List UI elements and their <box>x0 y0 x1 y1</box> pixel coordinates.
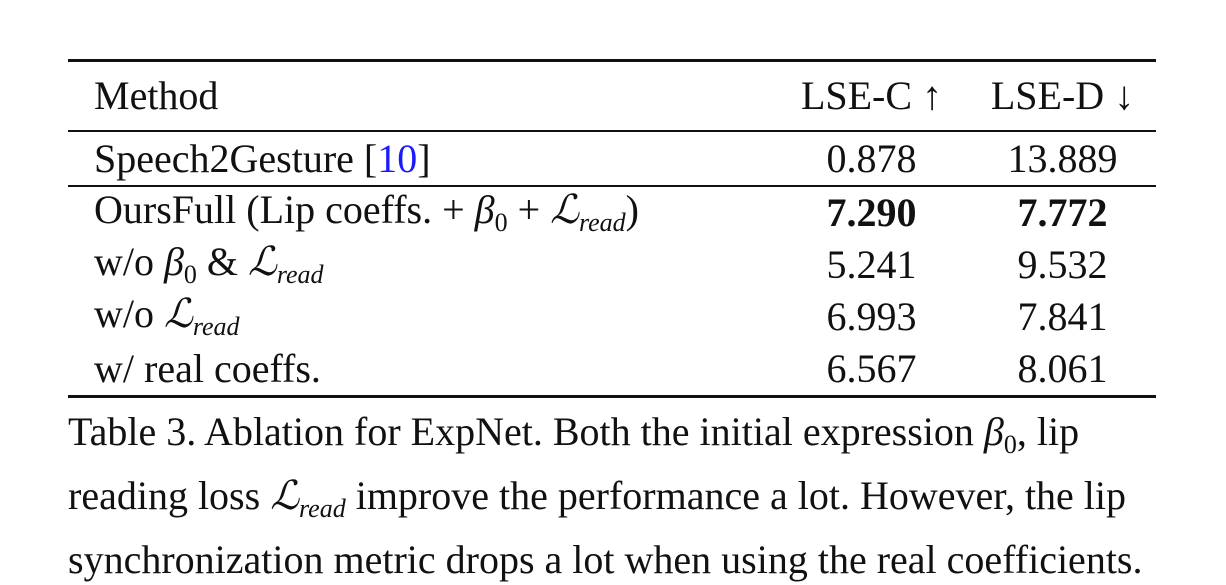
lse-d-value: 7.772 <box>1017 190 1108 235</box>
lse-c-value: 6.993 <box>826 294 917 339</box>
table-row: w/o ℒread 6.993 7.841 <box>68 291 1156 343</box>
caption-text: improve the performance a lot. However, … <box>345 473 1127 518</box>
bottom-rule <box>68 395 1156 398</box>
beta-symbol: β <box>164 239 184 284</box>
citation-close: ] <box>417 135 431 181</box>
citation-link[interactable]: 10 <box>377 135 418 181</box>
beta-subscript: 0 <box>183 260 197 289</box>
lse-d-value: 9.532 <box>1017 242 1108 287</box>
method-cell: w/ real coeffs. <box>68 349 774 389</box>
caption-line-3: synchronization metric drops a lot when … <box>68 537 1143 582</box>
citation-open: [ <box>363 135 378 181</box>
loss-symbol: ℒ <box>248 239 277 285</box>
caption-text: , lip <box>1016 409 1080 454</box>
amp-text: & <box>196 239 249 284</box>
ablation-table: Method LSE-C ↑ LSE-D ↓ Speech2Gesture [1… <box>68 59 1156 398</box>
loss-symbol: ℒ <box>270 473 299 519</box>
table-row-baseline: Speech2Gesture [10] 0.878 13.889 <box>68 132 1156 185</box>
method-text: OursFull (Lip coeffs. + <box>94 187 475 232</box>
lse-c-value: 5.241 <box>826 242 917 287</box>
table-header-row: Method LSE-C ↑ LSE-D ↓ <box>68 62 1156 130</box>
beta-symbol: β <box>474 187 495 232</box>
loss-symbol: ℒ <box>164 291 193 337</box>
loss-symbol: ℒ <box>550 187 579 233</box>
table-row: OursFull (Lip coeffs. + β0 + ℒread) 7.29… <box>68 187 1156 239</box>
method-text: w/o <box>94 291 164 336</box>
caption-line-2: reading loss ℒread improve the performan… <box>68 470 1168 534</box>
method-suffix: ) <box>625 187 639 232</box>
baseline-rule <box>68 185 1156 187</box>
method-cell: w/o ℒread <box>68 294 774 340</box>
lse-d-value: 7.841 <box>1017 294 1108 339</box>
caption-text: Table 3. Ablation for ExpNet. Both the i… <box>68 409 984 454</box>
beta-symbol: β <box>983 409 1004 454</box>
header-method: Method <box>94 73 219 118</box>
table-caption: Table 3. Ablation for ExpNet. Both the i… <box>68 406 1168 585</box>
method-cell: w/o β0 & ℒread <box>68 242 774 288</box>
lse-d-value: 13.889 <box>1007 135 1118 181</box>
header-lse-d: LSE-D ↓ <box>990 73 1135 118</box>
caption-text: reading loss <box>68 473 271 518</box>
method-text: w/ real coeffs. <box>94 346 321 391</box>
loss-subscript: read <box>192 312 240 341</box>
caption-line-1: Table 3. Ablation for ExpNet. Both the i… <box>68 406 1168 470</box>
lse-c-value: 7.290 <box>826 190 917 235</box>
loss-subscript: read <box>578 208 626 237</box>
header-lse-c: LSE-C ↑ <box>800 73 943 118</box>
method-cell: Speech2Gesture [10] <box>68 135 774 181</box>
lse-c-value: 0.878 <box>826 135 917 181</box>
method-cell: OursFull (Lip coeffs. + β0 + ℒread) <box>68 190 774 236</box>
loss-subscript: read <box>276 260 324 289</box>
top-rule <box>68 59 1156 62</box>
lse-d-value: 8.061 <box>1017 346 1108 391</box>
table-row: w/o β0 & ℒread 5.241 9.532 <box>68 239 1156 291</box>
plus-text: + <box>507 187 551 232</box>
beta-subscript: 0 <box>494 208 508 237</box>
lse-c-value: 6.567 <box>826 346 917 391</box>
table-row: w/ real coeffs. 6.567 8.061 <box>68 343 1156 395</box>
method-text: w/o <box>94 239 164 284</box>
header-rule <box>68 130 1156 132</box>
method-name: Speech2Gesture <box>94 135 354 181</box>
loss-subscript: read <box>299 494 346 523</box>
beta-subscript: 0 <box>1003 430 1017 459</box>
